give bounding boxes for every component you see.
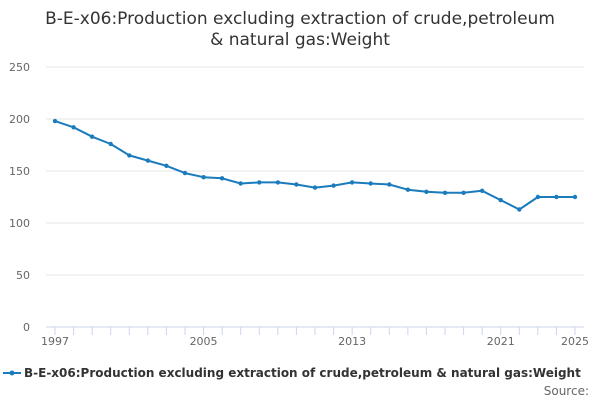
data-point-2019[interactable]	[461, 190, 466, 195]
data-point-2023[interactable]	[535, 194, 541, 200]
data-point-2021[interactable]	[498, 197, 503, 203]
data-point-2025[interactable]	[572, 194, 578, 200]
x-tick-label: 2005	[190, 335, 218, 348]
legend-point-marker	[9, 370, 15, 376]
data-point-2016[interactable]	[405, 187, 411, 192]
y-tick-label: 100	[9, 217, 30, 230]
series-layer	[52, 118, 578, 212]
data-point-2002[interactable]	[145, 158, 151, 163]
y-tick-label: 250	[9, 61, 30, 74]
data-point-2006[interactable]	[219, 176, 225, 181]
data-point-2001[interactable]	[127, 153, 132, 158]
x-tick-label: 1997	[41, 335, 69, 348]
data-point-2022[interactable]	[517, 207, 522, 212]
x-tick-label: 2021	[487, 335, 515, 348]
data-point-2004[interactable]	[182, 170, 188, 176]
data-point-1997[interactable]	[52, 118, 58, 124]
data-point-1998[interactable]	[71, 125, 76, 130]
data-point-2000[interactable]	[108, 141, 113, 147]
data-point-2005[interactable]	[201, 175, 206, 180]
data-point-2008[interactable]	[257, 180, 262, 185]
source-label: Source:	[544, 384, 589, 398]
data-point-2014[interactable]	[368, 181, 373, 186]
data-point-2018[interactable]	[442, 190, 448, 195]
y-tick-label: 0	[23, 321, 30, 334]
data-point-2015[interactable]	[387, 182, 392, 187]
x-tick-label: 2025	[561, 335, 589, 348]
data-point-2020[interactable]	[479, 188, 485, 193]
y-tick-label: 50	[16, 269, 30, 282]
y-axis: 0 50 100 150 200 250	[9, 61, 30, 334]
data-point-2013[interactable]	[349, 180, 355, 185]
data-point-2017[interactable]	[424, 189, 429, 194]
x-tick-label: 2013	[338, 335, 366, 348]
x-axis: 1997 2005 2013 2021 2025	[41, 326, 589, 348]
data-point-2007[interactable]	[238, 181, 243, 186]
chart-title-line-1: B-E-x06:Production excluding extraction …	[45, 9, 555, 29]
chart-title-line-2: & natural gas:Weight	[210, 30, 390, 50]
data-point-2009[interactable]	[275, 180, 281, 185]
data-point-2003[interactable]	[164, 163, 169, 168]
data-point-2011[interactable]	[312, 185, 318, 190]
y-tick-label: 150	[9, 165, 30, 178]
legend[interactable]: B-E-x06:Production excluding extraction …	[3, 366, 581, 380]
data-point-2010[interactable]	[294, 182, 299, 187]
gridlines	[46, 66, 584, 276]
legend-label: B-E-x06:Production excluding extraction …	[24, 366, 581, 380]
data-point-1999[interactable]	[89, 134, 95, 139]
y-tick-label: 200	[9, 113, 30, 126]
series-line[interactable]	[54, 120, 576, 211]
data-point-2012[interactable]	[331, 183, 336, 188]
data-point-2024[interactable]	[554, 194, 559, 200]
